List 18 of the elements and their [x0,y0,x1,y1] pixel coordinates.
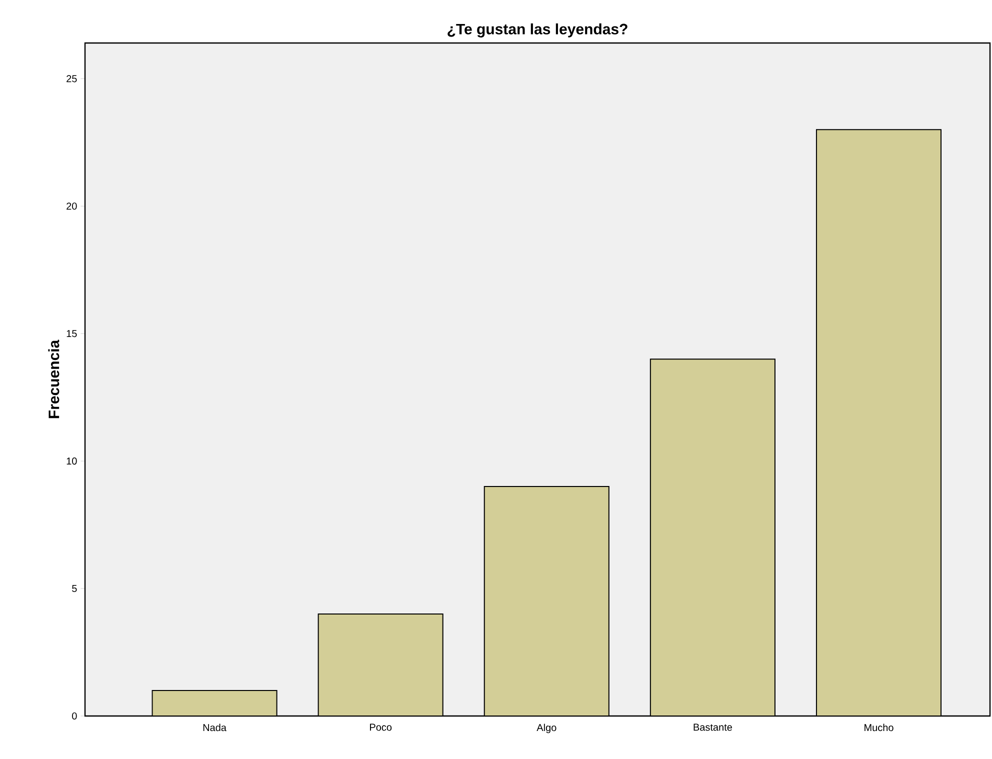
x-tick-label: Poco [370,724,392,731]
y-tick-label: 0 [72,712,77,720]
bar [484,486,610,716]
bar [152,690,278,716]
bar [650,359,775,716]
bar [816,129,942,716]
y-tick-label: 10 [66,458,77,465]
y-tick-label: 20 [66,202,77,210]
y-tick-label: 25 [66,75,77,82]
x-tick-label: Mucho [864,724,894,732]
y-axis-title: Frecuencia [48,340,60,418]
bar [318,614,444,716]
chart-title: ¿Te gustan las leyendas? [448,23,628,38]
y-tick-label: 5 [72,585,77,592]
x-tick-label: Bastante [694,724,732,731]
y-tick-label: 15 [66,330,77,338]
x-tick-label: Nada [203,724,226,732]
x-tick-label: Algo [536,724,556,734]
